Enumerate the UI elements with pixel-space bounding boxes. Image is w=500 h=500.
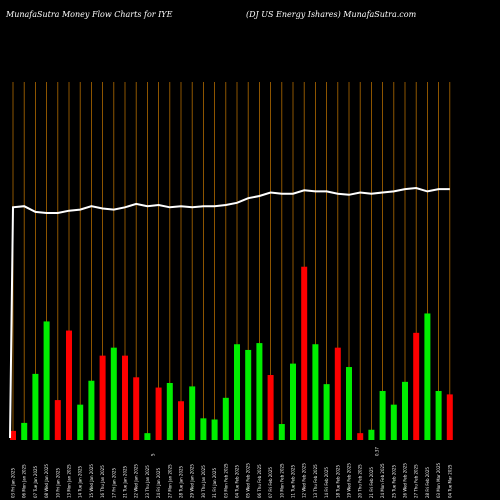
money-flow-bar [346,367,352,440]
date-label: 24 Fri Jan 2025 [156,468,161,498]
money-flow-bar [66,330,72,440]
money-flow-bar [290,363,296,440]
money-flow-bar [301,266,308,440]
money-flow-bar [379,390,386,440]
date-label: 16 Thu Jan 2025 [100,465,105,498]
money-flow-bar [189,386,196,440]
date-label: 22 Wed Jan 2025 [134,464,139,498]
date-label: 20 Thu Feb 2025 [358,464,363,498]
divider-marker: 5 [151,453,156,456]
money-flow-bar [402,381,408,440]
money-flow-bar [234,344,240,440]
date-label: 27 Mon Jan 2025 [167,464,172,498]
date-label: 13 Mon Jan 2025 [67,464,72,498]
money-flow-bar [110,347,117,440]
money-flow-bar [155,387,162,440]
money-flow-bar [278,424,285,440]
date-label: 17 Fri Jan 2025 [111,468,116,498]
date-label: 31 Fri Jan 2025 [212,468,217,498]
date-label: 21 Fri Feb 2025 [369,467,374,498]
money-flow-bar [178,401,184,440]
money-flow-bar [267,375,274,440]
money-flow-bars [10,266,453,440]
money-flow-bar [435,390,442,440]
date-label: 12 Wed Feb 2025 [302,463,307,498]
money-flow-bar [312,344,319,440]
money-flow-bar [222,397,229,440]
money-flow-bar [99,355,106,440]
money-flow-bar [357,433,364,440]
date-label: 27 Thu Feb 2025 [414,464,419,498]
date-label: 28 Tue Jan 2025 [179,465,184,498]
date-label: 06 Mon Jan 2025 [22,464,27,498]
money-flow-bar [54,400,61,440]
date-label: 28 Fri Feb 2025 [425,467,430,498]
date-label: 19 Wed Feb 2025 [347,463,352,498]
date-label: 03 Mon Mar 2025 [436,462,441,498]
date-label: 25 Tue Feb 2025 [391,465,396,498]
money-flow-bar [144,433,151,440]
date-label: 10 Mon Feb 2025 [279,463,284,498]
money-flow-bar [43,321,50,440]
money-flow-bar [211,419,218,440]
price-line [9,186,450,439]
date-label: 11 Tue Feb 2025 [291,465,296,498]
date-label: 06 Thu Feb 2025 [257,464,262,498]
date-label: 07 Tue Jan 2025 [33,465,38,498]
date-labels: 03 Fri Jan 2025 06 Mon Jan 2025 07 Tue Jan… [11,462,453,498]
money-flow-bar [166,383,173,440]
date-label: 26 Wed Feb 2025 [403,463,408,498]
date-label: 05 Wed Feb 2025 [246,463,251,498]
money-flow-bar [32,373,39,440]
money-flow-bar [10,430,16,440]
date-label: 08 Wed Jan 2025 [44,464,49,498]
money-flow-bar [88,380,95,440]
money-flow-bar [390,404,397,440]
date-label: 04 Tue Mar 2025 [447,464,452,498]
date-label: 30 Thu Jan 2025 [201,465,206,498]
divider-marker: 0.37 [375,447,380,456]
date-label: 03 Mon Feb 2025 [223,463,228,498]
date-label: 23 Thu Jan 2025 [145,465,150,498]
divider-markers: 5 0.37 [151,447,380,456]
money-flow-bar [77,404,84,440]
money-flow-bar [323,384,330,440]
chart-title: MunafaSutra Money Flow Charts for IYE [6,10,173,19]
money-flow-bar [424,313,431,440]
date-label: 29 Wed Jan 2025 [190,464,195,498]
date-label: 04 Tue Feb 2025 [235,465,240,498]
money-flow-bar [446,394,453,440]
date-label: 07 Fri Feb 2025 [268,467,273,498]
money-flow-bar [122,355,128,440]
date-label: 21 Tue Jan 2025 [123,465,128,498]
money-flow-bar [368,429,375,440]
money-flow-bar [334,347,341,440]
money-flow-bar [256,343,263,440]
date-label: 24 Mon Feb 2025 [380,463,385,498]
date-label: 10 Fri Jan 2025 [55,468,60,498]
date-label: 15 Wed Jan 2025 [89,464,94,498]
vertical-gridlines [12,82,451,440]
chart-subtitle: (DJ US Energy Ishares) MunafaSutra.com [246,10,417,19]
money-flow-bar [413,332,420,440]
date-label: 14 Fri Feb 2025 [324,467,329,498]
money-flow-bar [200,418,207,440]
money-flow-bar [245,349,252,440]
date-label: 18 Tue Feb 2025 [335,465,340,498]
date-label: 14 Tue Jan 2025 [78,465,83,498]
date-label: 03 Fri Jan 2025 [11,468,16,498]
money-flow-bar [21,422,28,440]
money-flow-bar [133,377,140,440]
date-label: 13 Thu Feb 2025 [313,464,318,498]
